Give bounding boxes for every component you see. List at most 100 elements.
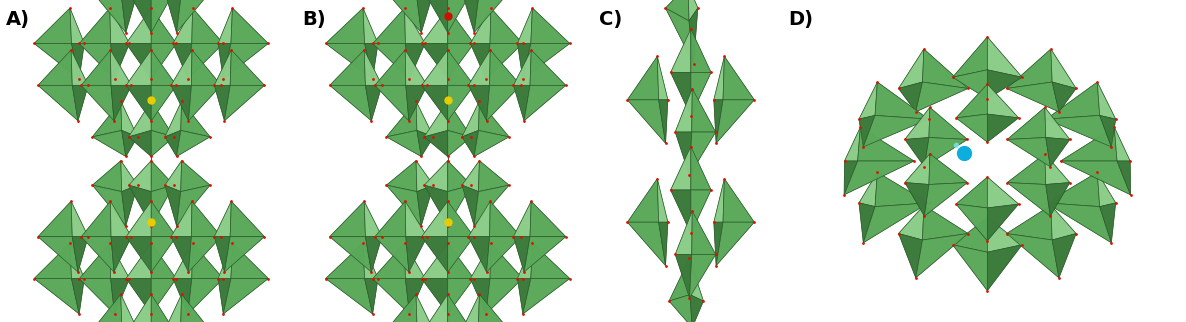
Polygon shape (326, 279, 372, 314)
Polygon shape (151, 237, 177, 272)
Polygon shape (70, 243, 84, 279)
Polygon shape (128, 101, 174, 156)
Polygon shape (387, 0, 433, 33)
Text: A): A) (6, 10, 30, 29)
Polygon shape (326, 243, 378, 314)
Polygon shape (417, 130, 433, 156)
Polygon shape (173, 43, 192, 79)
Polygon shape (189, 237, 221, 272)
Polygon shape (421, 243, 474, 314)
Polygon shape (1046, 82, 1116, 147)
Polygon shape (952, 245, 987, 291)
Polygon shape (151, 130, 174, 156)
Polygon shape (1052, 82, 1076, 112)
Polygon shape (468, 201, 521, 272)
Polygon shape (218, 243, 232, 279)
Polygon shape (689, 8, 697, 64)
Polygon shape (126, 279, 151, 314)
Polygon shape (714, 179, 725, 222)
Polygon shape (421, 201, 448, 237)
Polygon shape (875, 172, 929, 207)
Polygon shape (1060, 127, 1130, 195)
Polygon shape (857, 127, 914, 161)
Polygon shape (448, 279, 474, 314)
Polygon shape (670, 190, 690, 233)
Polygon shape (128, 294, 151, 322)
Polygon shape (689, 132, 715, 175)
Polygon shape (126, 50, 177, 121)
Polygon shape (1007, 205, 1052, 240)
Polygon shape (1046, 203, 1111, 243)
Polygon shape (916, 233, 968, 278)
Polygon shape (905, 107, 968, 167)
Polygon shape (38, 201, 72, 237)
Polygon shape (126, 243, 177, 314)
Polygon shape (463, 185, 478, 226)
Polygon shape (987, 84, 1019, 118)
Polygon shape (34, 279, 79, 314)
Polygon shape (899, 82, 923, 112)
Polygon shape (111, 85, 132, 121)
Polygon shape (425, 130, 448, 156)
Polygon shape (905, 183, 929, 216)
Polygon shape (1051, 49, 1076, 89)
Polygon shape (916, 82, 968, 112)
Polygon shape (690, 190, 712, 233)
Polygon shape (191, 201, 221, 237)
Polygon shape (952, 37, 1022, 99)
Polygon shape (71, 279, 84, 314)
Polygon shape (326, 43, 372, 79)
Polygon shape (524, 237, 566, 272)
Polygon shape (1046, 172, 1116, 243)
Polygon shape (627, 179, 668, 266)
Polygon shape (956, 84, 1019, 142)
Polygon shape (93, 161, 138, 226)
Polygon shape (675, 254, 691, 298)
Polygon shape (714, 222, 723, 266)
Polygon shape (956, 204, 987, 241)
Polygon shape (224, 85, 264, 121)
Polygon shape (151, 43, 177, 79)
Polygon shape (670, 72, 690, 116)
Polygon shape (375, 50, 427, 121)
Polygon shape (690, 147, 712, 190)
Polygon shape (93, 101, 122, 137)
Polygon shape (38, 201, 88, 272)
Polygon shape (180, 101, 210, 137)
Polygon shape (122, 0, 138, 33)
Polygon shape (187, 279, 223, 314)
Polygon shape (165, 101, 210, 156)
Polygon shape (416, 101, 433, 137)
Polygon shape (714, 179, 754, 266)
Polygon shape (675, 89, 693, 132)
Polygon shape (372, 43, 409, 79)
Polygon shape (1007, 233, 1059, 278)
Polygon shape (387, 294, 417, 322)
Polygon shape (165, 161, 210, 226)
Polygon shape (471, 8, 523, 79)
Polygon shape (110, 8, 129, 43)
Polygon shape (121, 161, 138, 192)
Polygon shape (1007, 107, 1070, 167)
Polygon shape (171, 50, 221, 121)
Polygon shape (670, 147, 712, 233)
Polygon shape (218, 8, 268, 79)
Polygon shape (191, 50, 221, 85)
Polygon shape (375, 201, 427, 272)
Polygon shape (448, 101, 471, 137)
Polygon shape (128, 185, 151, 226)
Polygon shape (387, 0, 421, 33)
Polygon shape (151, 161, 174, 192)
Polygon shape (93, 185, 126, 226)
Polygon shape (151, 243, 177, 279)
Polygon shape (421, 50, 474, 121)
Polygon shape (478, 161, 509, 192)
Polygon shape (330, 201, 365, 237)
Polygon shape (82, 85, 114, 121)
Polygon shape (448, 0, 471, 33)
Polygon shape (929, 154, 968, 185)
Polygon shape (231, 8, 268, 43)
Polygon shape (468, 50, 521, 121)
Polygon shape (530, 50, 566, 85)
Polygon shape (490, 8, 523, 43)
